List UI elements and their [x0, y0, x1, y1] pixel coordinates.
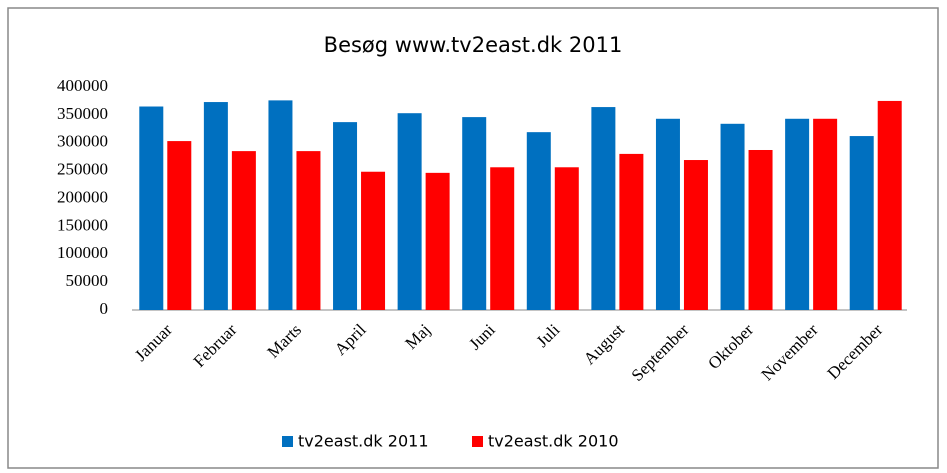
bar [748, 149, 773, 310]
bar [296, 151, 321, 310]
bar [849, 136, 874, 310]
bar [397, 113, 422, 310]
y-tick-label: 100000 [57, 243, 108, 262]
bar [877, 100, 902, 310]
legend-swatch [472, 436, 483, 447]
y-tick-label: 350000 [57, 104, 108, 123]
y-tick-label: 50000 [66, 271, 109, 290]
bar [813, 118, 838, 310]
y-tick-label: 250000 [57, 160, 108, 179]
y-tick-label: 0 [100, 299, 109, 318]
y-tick-label: 200000 [57, 187, 108, 206]
chart-title: Besøg www.tv2east.dk 2011 [324, 33, 623, 57]
y-tick-label: 150000 [57, 215, 108, 234]
bar [167, 141, 192, 310]
bar [361, 171, 386, 310]
bar [268, 100, 293, 310]
bar [490, 167, 515, 310]
bar [526, 132, 551, 310]
bar [655, 118, 680, 310]
bar [333, 122, 358, 310]
bar [720, 123, 745, 310]
legend-label: tv2east.dk 2011 [298, 432, 429, 451]
legend-swatch [282, 436, 293, 447]
y-tick-label: 400000 [57, 76, 108, 95]
bar [231, 151, 256, 310]
bar [554, 167, 579, 310]
bar [619, 153, 644, 310]
legend-label: tv2east.dk 2010 [488, 432, 619, 451]
bar [425, 172, 450, 310]
bar [591, 107, 616, 310]
bar [462, 117, 487, 310]
y-tick-label: 300000 [57, 132, 108, 151]
bar [785, 118, 810, 310]
bar [139, 106, 164, 310]
bar [203, 102, 228, 311]
bar [683, 160, 708, 310]
